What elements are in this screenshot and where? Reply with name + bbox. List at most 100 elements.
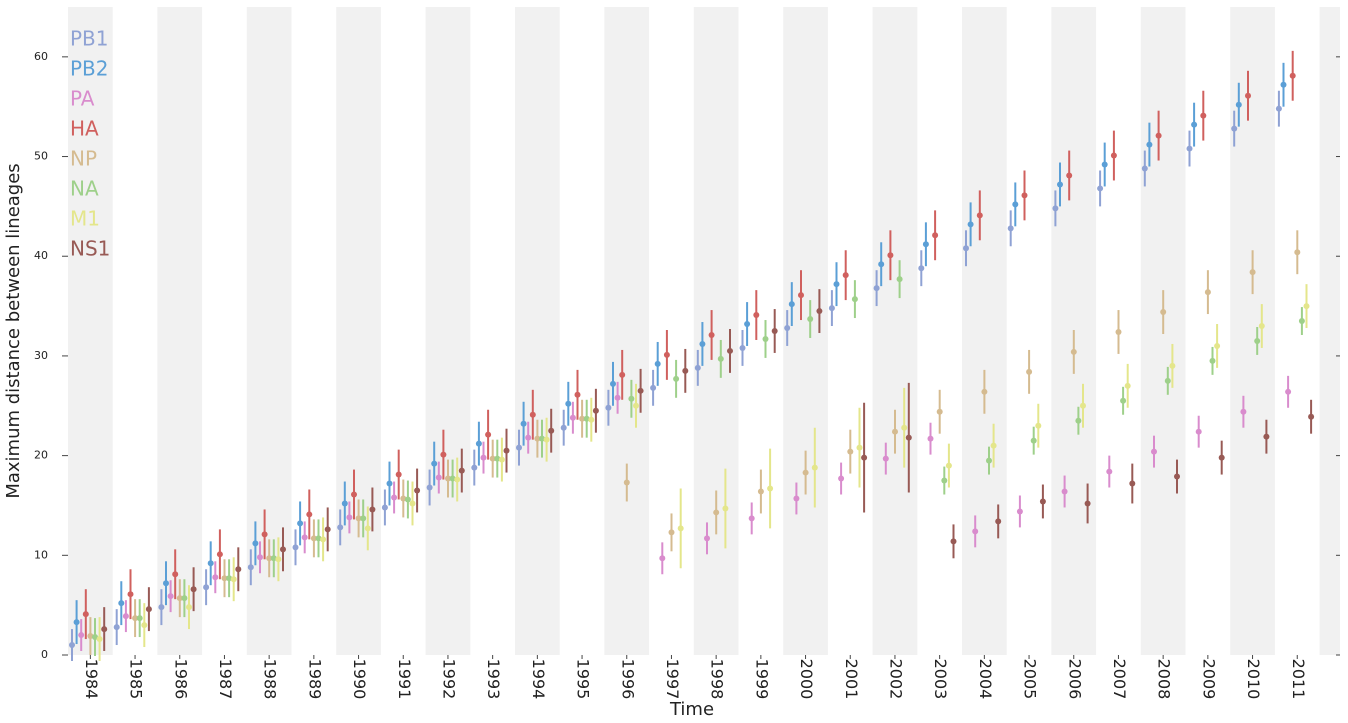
point <box>320 536 327 543</box>
point <box>1039 498 1046 505</box>
point <box>310 535 317 542</box>
point <box>480 454 487 461</box>
point <box>216 551 223 558</box>
x-tick-label: 2006 <box>1065 659 1084 700</box>
point <box>534 435 541 442</box>
point <box>226 575 233 582</box>
point <box>722 505 729 512</box>
point <box>489 455 496 462</box>
x-tick-label: 1990 <box>350 659 369 700</box>
point <box>449 475 456 482</box>
point <box>847 448 854 455</box>
point <box>324 526 331 533</box>
legend-entry: PB1 <box>70 27 109 51</box>
point <box>784 325 791 332</box>
y-tick-label: 0 <box>41 648 48 661</box>
point <box>301 534 308 541</box>
x-tick-label: 2000 <box>797 659 816 700</box>
y-tick-label: 60 <box>34 50 48 63</box>
point <box>699 340 706 347</box>
year-band <box>515 7 560 655</box>
point <box>1012 201 1019 208</box>
point <box>1080 402 1086 409</box>
point <box>386 480 393 487</box>
year-band <box>872 7 918 655</box>
point <box>1240 408 1247 415</box>
legend-entry: M1 <box>70 207 100 231</box>
point <box>1070 348 1077 355</box>
point <box>1075 417 1082 424</box>
point <box>280 546 286 553</box>
point <box>113 624 120 631</box>
legend-entry: PA <box>70 87 95 111</box>
point <box>713 509 720 516</box>
point <box>990 442 997 449</box>
point <box>346 514 353 521</box>
point <box>543 436 550 443</box>
x-tick-label: 2002 <box>886 659 905 700</box>
point <box>941 477 948 484</box>
point <box>896 276 903 283</box>
point <box>1120 397 1127 404</box>
point <box>181 595 188 602</box>
point <box>1298 318 1305 325</box>
point <box>1030 437 1037 444</box>
point <box>101 626 108 633</box>
point <box>936 408 943 415</box>
point <box>614 394 621 401</box>
point <box>1106 468 1113 475</box>
point <box>548 427 555 434</box>
point <box>901 424 908 431</box>
point <box>574 391 581 398</box>
x-tick-label: 1994 <box>529 659 548 700</box>
point <box>945 462 952 469</box>
x-tick-label: 1989 <box>305 659 324 700</box>
point <box>753 312 760 319</box>
point <box>261 531 268 538</box>
point <box>176 595 183 602</box>
point <box>673 375 680 382</box>
x-axis-label: Time <box>669 699 714 720</box>
point <box>1245 92 1251 99</box>
point <box>341 500 348 507</box>
point <box>212 574 219 581</box>
legend-entry: PB2 <box>70 57 109 81</box>
point <box>391 494 398 501</box>
x-tick-label: 1992 <box>439 659 458 700</box>
point <box>475 440 482 447</box>
legend-entry: HA <box>70 117 99 141</box>
point <box>950 538 957 545</box>
point <box>409 500 416 507</box>
point <box>976 212 983 219</box>
point <box>92 634 98 641</box>
x-tick-label: 1985 <box>127 659 146 700</box>
point <box>927 435 934 442</box>
point <box>788 301 795 308</box>
point <box>494 455 501 462</box>
point <box>592 407 599 414</box>
point <box>1275 105 1282 112</box>
point <box>1303 303 1310 310</box>
point <box>569 414 576 421</box>
point <box>842 272 849 279</box>
point <box>1285 388 1292 395</box>
point <box>1129 480 1136 487</box>
x-tick-label: 1996 <box>618 659 637 700</box>
point <box>1021 192 1028 199</box>
point <box>1289 72 1296 79</box>
point <box>1164 377 1171 384</box>
point <box>682 367 689 374</box>
point <box>266 555 273 562</box>
point <box>816 308 823 315</box>
point <box>739 344 746 351</box>
point <box>654 360 661 367</box>
point <box>1035 422 1042 429</box>
point <box>905 434 912 441</box>
point <box>767 485 774 492</box>
point <box>727 347 733 354</box>
point <box>270 555 277 562</box>
point <box>78 632 85 639</box>
point <box>744 321 751 328</box>
point <box>560 424 567 431</box>
